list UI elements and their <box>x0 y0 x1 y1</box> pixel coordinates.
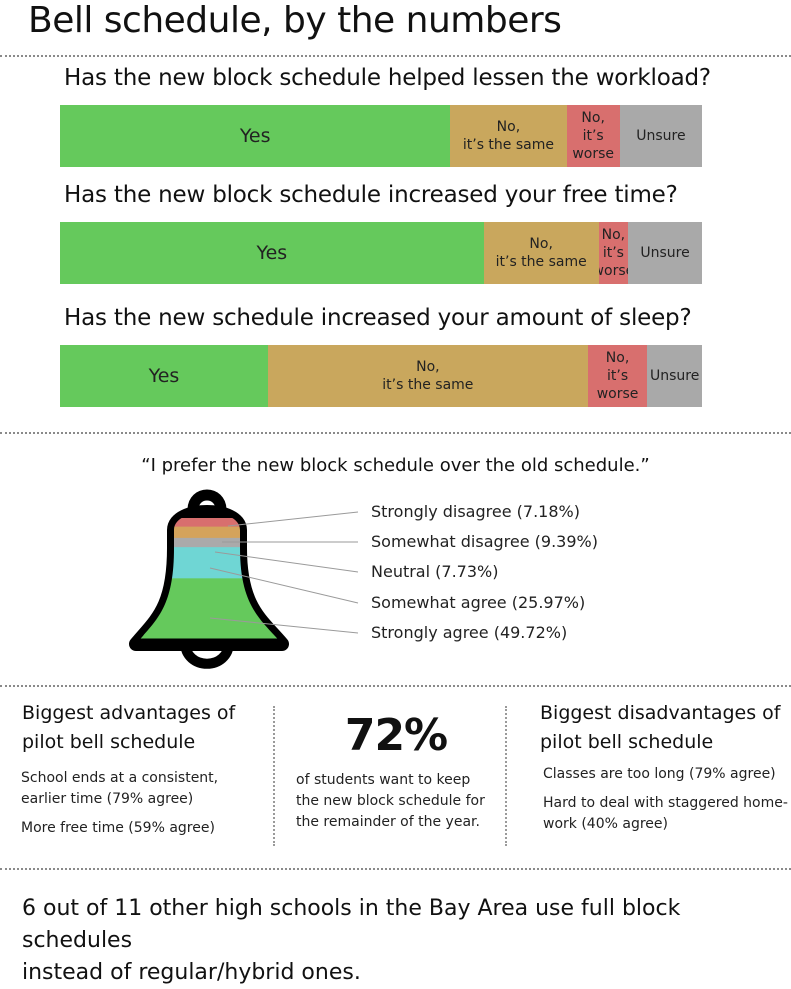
question-2-bar: Yes No, it’s the same No, it’s worse Unsure <box>60 222 702 284</box>
question-1-title: Has the new block schedule helped lessen… <box>64 65 711 91</box>
leader-line-somewhat-agree <box>209 567 359 604</box>
q1-unsure-label: Unsure <box>636 128 686 144</box>
stat-description-line2: the new block schedule for <box>296 793 485 809</box>
legend-strongly-disagree: Strongly disagree (7.18%) <box>371 502 580 521</box>
disadvantages-heading-line2: pilot bell schedule <box>540 731 714 753</box>
disadvantage-item-2-line2: work (40% agree) <box>543 816 668 832</box>
advantages-heading-line1: Biggest advantages of <box>22 702 236 724</box>
footer-note: 6 out of 11 other high schools in the Ba… <box>22 893 782 989</box>
q2-worse-segment: No, it’s worse <box>598 222 629 284</box>
q3-same-label-2: it’s the same <box>382 377 474 393</box>
question-3-bar: Yes No, it’s the same No, it’s worse Unsure <box>60 345 702 407</box>
q2-yes-segment: Yes <box>60 222 484 284</box>
q1-yes-label: Yes <box>239 125 271 147</box>
q1-same-label-2: it’s the same <box>462 137 554 153</box>
bell-chart-title: “I prefer the new block schedule over th… <box>141 455 650 476</box>
bell-knob <box>187 489 227 511</box>
page-title: Bell schedule, by the numbers <box>28 0 562 41</box>
q3-worse-label-3: worse <box>596 386 639 402</box>
legend-somewhat-agree: Somewhat agree (25.97%) <box>371 593 586 612</box>
advantage-item-1-line1: School ends at a consistent, <box>21 770 219 786</box>
disadvantage-item-2: Hard to deal with staggered home- work (… <box>543 793 788 835</box>
q1-same-segment: No, it’s the same <box>450 105 567 167</box>
bell-chart <box>129 489 359 669</box>
q2-unsure-label: Unsure <box>640 245 690 261</box>
footer-note-line1: 6 out of 11 other high schools in the Ba… <box>22 896 681 953</box>
column-divider-left <box>273 706 275 846</box>
legend-neutral: Neutral (7.73%) <box>371 562 499 581</box>
q1-worse-label-2: it’s <box>582 128 604 144</box>
stat-description: of students want to keep the new block s… <box>296 770 496 833</box>
q1-worse-label-3: worse <box>572 146 614 162</box>
q3-yes-label: Yes <box>148 365 180 387</box>
q1-yes-segment: Yes <box>60 105 451 167</box>
bell-band-neutral <box>136 537 282 548</box>
q2-worse-label-2: it’s <box>602 245 624 261</box>
divider-middle <box>0 432 791 434</box>
bell-leader-lines <box>209 511 359 634</box>
leader-line-neutral <box>214 551 359 573</box>
disadvantage-item-2-line1: Hard to deal with staggered home- <box>543 795 788 811</box>
q2-worse-label-1: No, <box>601 227 626 243</box>
q3-same-label-1: No, <box>416 359 440 375</box>
column-divider-right <box>505 706 507 846</box>
q3-same-segment: No, it’s the same <box>268 345 588 407</box>
stat-description-line1: of students want to keep <box>296 772 471 788</box>
bell-band-somewhat-disagree <box>136 526 282 539</box>
q2-same-label-2: it’s the same <box>495 254 587 270</box>
q3-worse-segment: No, it’s worse <box>587 345 648 407</box>
advantages-heading-line2: pilot bell schedule <box>22 731 196 753</box>
question-2-title: Has the new block schedule increased you… <box>64 182 678 208</box>
q3-yes-segment: Yes <box>60 345 268 407</box>
question-3-title: Has the new schedule increased your amou… <box>64 305 692 331</box>
q2-yes-label: Yes <box>256 242 288 264</box>
footer-note-line2: instead of regular/hybrid ones. <box>22 960 361 985</box>
advantage-item-2: More free time (59% agree) <box>21 820 215 836</box>
q2-same-label-1: No, <box>529 236 553 252</box>
q1-worse-segment: No, it’s worse <box>566 105 620 167</box>
disadvantages-heading-line1: Biggest disadvantages of <box>540 702 781 724</box>
divider-top <box>0 55 791 57</box>
q3-unsure-label: Unsure <box>650 368 700 384</box>
legend-somewhat-disagree: Somewhat disagree (9.39%) <box>371 532 598 551</box>
advantage-item-1-line2: earlier time (79% agree) <box>21 791 194 807</box>
q1-unsure-segment: Unsure <box>619 105 702 167</box>
bell-band-strongly-disagree <box>136 518 282 528</box>
bell-band-somewhat-agree <box>136 547 282 579</box>
divider-lower <box>0 685 791 687</box>
q1-worse-label-1: No, <box>581 110 605 126</box>
disadvantage-item-1: Classes are too long (79% agree) <box>543 766 776 782</box>
q2-worse-label-3: worse <box>599 263 629 279</box>
q3-worse-label-1: No, <box>605 350 630 366</box>
question-1-bar: Yes No, it’s the same No, it’s worse Unsure <box>60 105 702 167</box>
stat-description-line3: the remainder of the year. <box>296 814 480 830</box>
leader-line-strongly-disagree <box>227 511 359 527</box>
disadvantages-heading: Biggest disadvantages of pilot bell sche… <box>540 699 780 757</box>
advantage-item-1: School ends at a consistent, earlier tim… <box>21 768 218 810</box>
leader-line-strongly-agree <box>209 617 359 634</box>
legend-strongly-agree: Strongly agree (49.72%) <box>371 623 568 642</box>
divider-bottom <box>0 868 791 870</box>
q2-unsure-segment: Unsure <box>628 222 702 284</box>
q3-worse-label-2: it’s <box>606 368 629 384</box>
q1-same-label-1: No, <box>496 119 521 135</box>
q2-same-segment: No, it’s the same <box>483 222 599 284</box>
q3-unsure-segment: Unsure <box>647 345 702 407</box>
advantages-heading: Biggest advantages of pilot bell schedul… <box>22 699 235 757</box>
stat-percentage: 72% <box>344 710 448 761</box>
